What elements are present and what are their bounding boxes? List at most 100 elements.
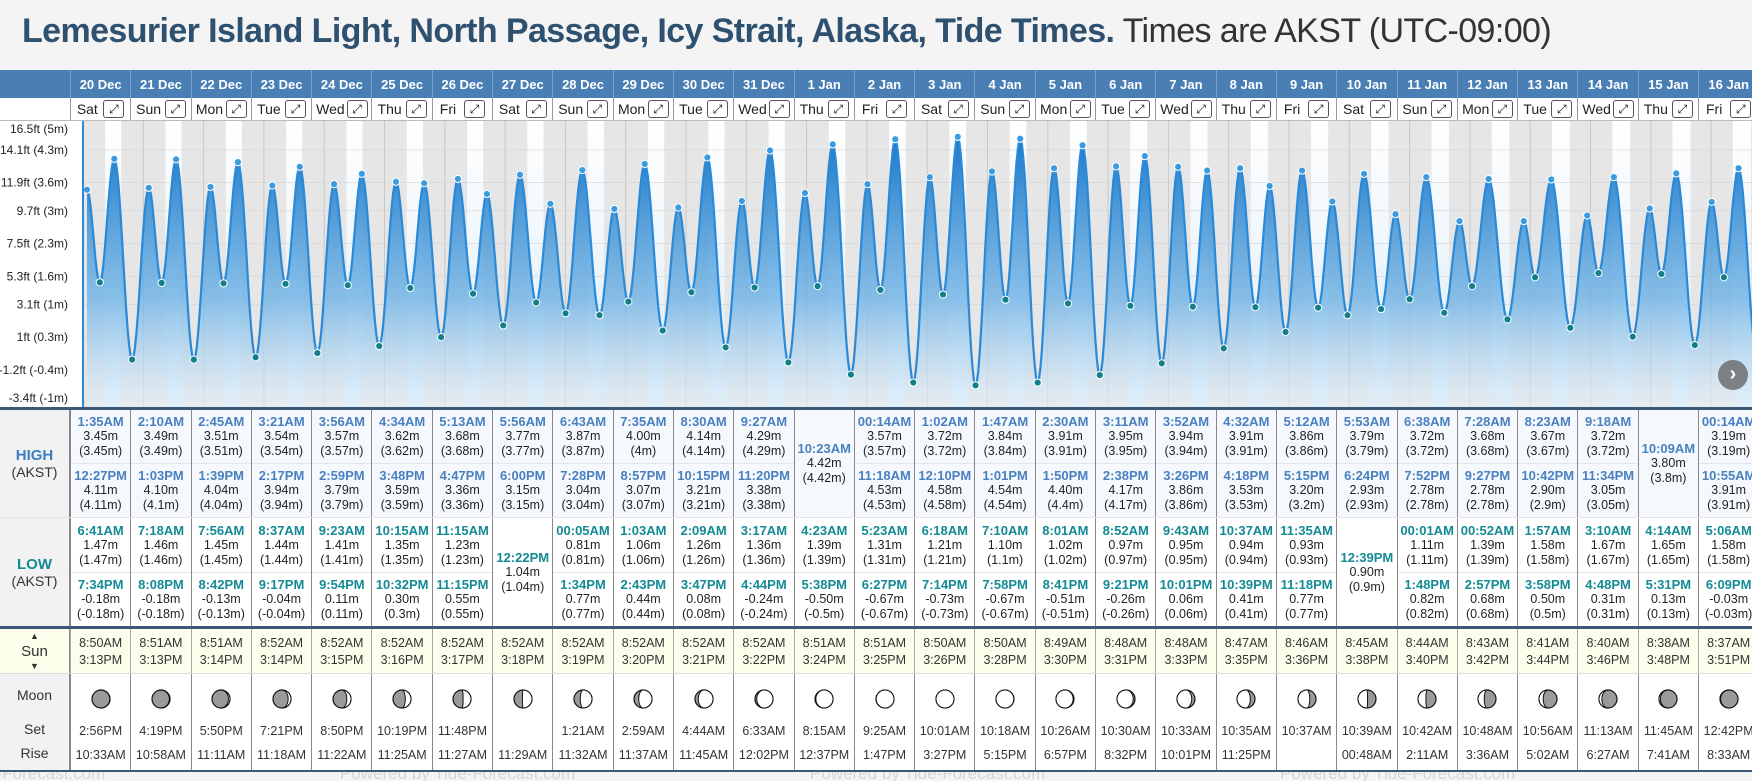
low-tide-height-alt: (-0.03m) <box>1705 606 1752 621</box>
high-tide-time: 1:47AM <box>981 414 1029 429</box>
sun-cell: 8:52AM 3:15PM <box>311 629 371 673</box>
date-header: 30 Dec <box>672 70 733 98</box>
low-tide-entry: 4:14AM 1.65m (1.65m) <box>1639 522 1698 569</box>
sunset-time: 3:13PM <box>139 652 183 667</box>
weekday-label: Sun <box>136 101 162 117</box>
moonrise-time: 8:32PM <box>1104 748 1148 762</box>
high-tide-height: 4.58m <box>927 483 963 497</box>
expand-day-button[interactable]: ⤢ <box>225 100 247 118</box>
low-tide-height: 1.67m <box>1590 537 1626 552</box>
low-tide-height-alt: (1.04m) <box>501 579 545 594</box>
low-tide-row: LOW (AKST) 6:41AM 1.47m (1.47m) 7:34PM -0.18m… <box>0 517 1752 626</box>
moon-phase-icon <box>633 689 653 709</box>
y-tick-label: 16.5ft (5m) <box>10 122 68 136</box>
expand-day-button[interactable]: ⤢ <box>1730 100 1752 118</box>
high-tide-cell: 7:28AM 3.68m (3.68m) 9:27PM 2.78m (2.78m) <box>1456 410 1518 517</box>
expand-day-button[interactable]: ⤢ <box>1491 100 1513 118</box>
expand-day-button[interactable]: ⤢ <box>1369 100 1391 118</box>
expand-day-button[interactable]: ⤢ <box>886 100 908 118</box>
high-tide-point <box>1455 216 1464 226</box>
expand-day-button[interactable]: ⤢ <box>947 100 969 118</box>
low-tide-entry: 8:41PM -0.51m (-0.51m) <box>1035 571 1096 623</box>
sun-cell: 8:52AM 3:22PM <box>733 629 793 673</box>
low-tide-height-alt: (1.06m) <box>621 552 665 567</box>
low-tide-height-alt: (-0.04m) <box>257 606 306 621</box>
low-tide-time: 4:14AM <box>1645 522 1692 538</box>
low-tide-height: -0.24m <box>744 591 784 606</box>
high-tide-entry: 1:39PM 4.04m (4.04m) <box>191 463 251 514</box>
sunrise-time: 8:47AM <box>1224 635 1268 650</box>
high-tide-height-alt: (3.19m) <box>1707 444 1751 458</box>
low-tide-point <box>1376 304 1386 314</box>
low-tide-height: 1.65m <box>1650 537 1686 552</box>
expand-day-button[interactable]: ⤢ <box>1430 100 1452 118</box>
low-tide-cell: 5:23AM 1.31m (1.31m) 6:27PM -0.67m (-0.67m) <box>853 518 915 626</box>
moonset-time: 1:21AM <box>561 724 605 738</box>
expand-day-button[interactable]: ⤢ <box>1308 100 1330 118</box>
low-tide-entry: 1:57AM 1.58m (1.58m) <box>1518 522 1577 569</box>
expand-day-button[interactable]: ⤢ <box>1671 100 1693 118</box>
high-tide-time: 7:28PM <box>560 468 606 483</box>
low-tide-height: 0.77m <box>1289 591 1324 606</box>
low-tide-height: 1.45m <box>203 537 239 552</box>
high-tide-entry: 5:56AM 3.77m (3.77m) <box>493 413 552 460</box>
low-tide-point <box>561 309 570 318</box>
low-tide-point <box>1314 303 1323 312</box>
weekday-label: Tue <box>257 101 281 117</box>
expand-day-button[interactable]: ⤢ <box>1069 100 1091 118</box>
expand-day-button[interactable]: ⤢ <box>103 100 125 118</box>
sun-row: ▲ Sun ▼ 8:50AM 3:13PM 8:51AM 3:13PM 8:51AM 3:… <box>0 626 1752 673</box>
expand-day-button[interactable]: ⤢ <box>1612 100 1634 118</box>
expand-day-button[interactable]: ⤢ <box>827 100 849 118</box>
low-tide-height: -0.51m <box>1045 591 1085 606</box>
high-tide-height: 3.45m <box>83 429 119 443</box>
high-tide-cell: 7:35AM 4.00m (4m) 8:57PM 3.07m (3.07m) <box>612 410 673 517</box>
high-tide-height: 4.40m <box>1048 483 1083 497</box>
high-tide-height-alt: (2.93m) <box>1345 498 1389 512</box>
high-tide-entry: 2:10AM 3.49m (3.49m) <box>131 413 190 460</box>
expand-day-button[interactable]: ⤢ <box>1551 100 1573 118</box>
high-tide-time: 1:01PM <box>982 468 1028 483</box>
expand-day-button[interactable]: ⤢ <box>164 100 186 118</box>
expand-day-button[interactable]: ⤢ <box>1190 100 1212 118</box>
high-tide-height-alt: (3.53m) <box>1224 498 1268 512</box>
high-tide-entry: 4:47PM 3.36m (3.36m) <box>432 463 493 514</box>
high-tide-height-alt: (3.72m) <box>1586 444 1630 458</box>
expand-day-button[interactable]: ⤢ <box>525 100 547 118</box>
high-tide-time: 1:35AM <box>77 414 124 429</box>
high-tide-point <box>828 140 837 149</box>
high-tide-point <box>863 180 872 189</box>
high-tide-point <box>171 155 181 164</box>
high-tide-height-alt: (3.86m) <box>1164 498 1208 512</box>
sun-cell: 8:51AM 3:13PM <box>130 629 190 673</box>
expand-day-button[interactable]: ⤢ <box>647 100 669 118</box>
low-tide-entry: 4:44PM -0.24m (-0.24m) <box>734 571 794 623</box>
moon-cell: 2:59AM 11:37AM <box>612 674 673 770</box>
next-page-button[interactable]: › <box>1718 360 1748 390</box>
high-tide-height-alt: (4.04m) <box>199 498 243 512</box>
expand-day-button[interactable]: ⤢ <box>768 100 790 118</box>
expand-day-button[interactable]: ⤢ <box>464 100 486 118</box>
date-header: 20 Dec <box>70 70 130 98</box>
expand-day-button[interactable]: ⤢ <box>285 100 307 118</box>
expand-day-button[interactable]: ⤢ <box>1008 100 1030 118</box>
expand-day-button[interactable]: ⤢ <box>405 100 427 118</box>
expand-day-button[interactable]: ⤢ <box>346 100 368 118</box>
moonset-time: 4:44AM <box>682 724 726 738</box>
high-tide-entry: 6:00PM 3.15m (3.15m) <box>493 463 553 514</box>
high-tide-height-alt: (3.15m) <box>501 498 545 512</box>
expand-day-button[interactable]: ⤢ <box>707 100 729 118</box>
date-header: 12 Jan <box>1456 70 1517 98</box>
sunrise-time: 8:46AM <box>1285 635 1329 650</box>
high-tide-time: 4:32AM <box>1223 414 1270 429</box>
date-header: 27 Dec <box>492 70 552 98</box>
high-tide-point <box>268 181 277 190</box>
low-tide-time: 9:17PM <box>258 576 305 592</box>
sunset-time: 3:35PM <box>1224 652 1268 667</box>
expand-day-button[interactable]: ⤢ <box>586 100 608 118</box>
sunrise-arrow-icon: ▲ <box>30 630 39 641</box>
expand-day-button[interactable]: ⤢ <box>1129 100 1151 118</box>
high-tide-time: 9:27AM <box>740 414 788 429</box>
weekday-label: Fri <box>1283 101 1301 117</box>
expand-day-button[interactable]: ⤢ <box>1249 100 1271 118</box>
